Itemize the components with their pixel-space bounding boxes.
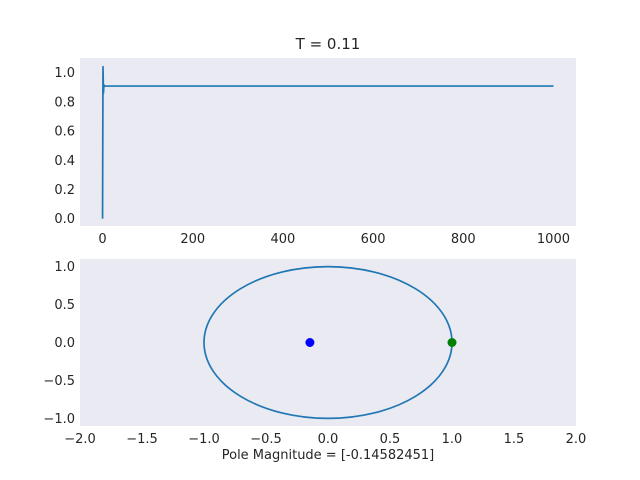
top-y-tick-label: 0.8 <box>54 95 75 110</box>
top-x-tick-label: 800 <box>451 232 476 247</box>
pole-points <box>305 338 457 347</box>
bottom-x-tick-label: −1.0 <box>188 432 220 447</box>
bottom-y-tick-label: 1.0 <box>54 260 75 275</box>
bottom-x-tick-label: 1.0 <box>442 432 463 447</box>
bottom-y-tick-label: 0.5 <box>54 298 75 313</box>
bottom-plot-area <box>80 259 576 426</box>
top-x-ticks: 0 200 400 600 800 1000 <box>98 232 570 247</box>
bottom-x-tick-label: 0.0 <box>318 432 339 447</box>
bottom-x-tick-label: 0.5 <box>380 432 401 447</box>
top-y-tick-label: 0.2 <box>54 183 75 198</box>
top-axes: T = 0.11 0 200 400 600 800 1000 0.00.20.40.60… <box>54 35 576 247</box>
bottom-x-ticks: −2.0 −1.5 −1.0 −0.5 0.0 0.5 1.0 1.5 2.0 <box>64 432 586 447</box>
pole-point <box>305 338 315 347</box>
bottom-xlabel: Pole Magnitude = [-0.14582451] <box>222 448 435 463</box>
top-x-tick-label: 1000 <box>537 232 570 247</box>
bottom-x-tick-label: −1.5 <box>126 432 158 447</box>
bottom-y-ticks: −1.0 −0.5 0.0 0.5 1.0 <box>43 260 75 427</box>
top-plot-area <box>80 58 576 226</box>
bottom-y-tick-label: 0.0 <box>54 336 75 351</box>
reference-point <box>447 338 457 347</box>
bottom-axes: −2.0 −1.5 −1.0 −0.5 0.0 0.5 1.0 1.5 2.0 −1.0 −0.5… <box>43 259 586 463</box>
top-y-tick-label: 0.6 <box>54 125 75 140</box>
top-x-tick-label: 600 <box>361 232 386 247</box>
bottom-x-tick-label: 1.5 <box>504 432 525 447</box>
bottom-y-tick-label: −1.0 <box>43 412 75 427</box>
top-x-tick-label: 200 <box>180 232 205 247</box>
bottom-y-tick-label: −0.5 <box>43 374 75 389</box>
top-y-tick-label: 0.4 <box>54 154 75 169</box>
top-title: T = 0.11 <box>295 35 361 53</box>
top-y-ticks: 0.0 0.2 0.4 0.6 0.8 1.0 <box>54 66 75 227</box>
top-series-line <box>101 65 554 219</box>
bottom-x-tick-label: 2.0 <box>566 432 587 447</box>
top-y-tick-label: 1.0 <box>54 66 75 81</box>
bottom-x-tick-label: −2.0 <box>64 432 96 447</box>
bottom-x-tick-label: −0.5 <box>250 432 282 447</box>
top-x-tick-label: 0 <box>98 232 106 247</box>
top-x-tick-label: 400 <box>270 232 295 247</box>
top-y-tick-label: 0.0 <box>54 212 75 227</box>
